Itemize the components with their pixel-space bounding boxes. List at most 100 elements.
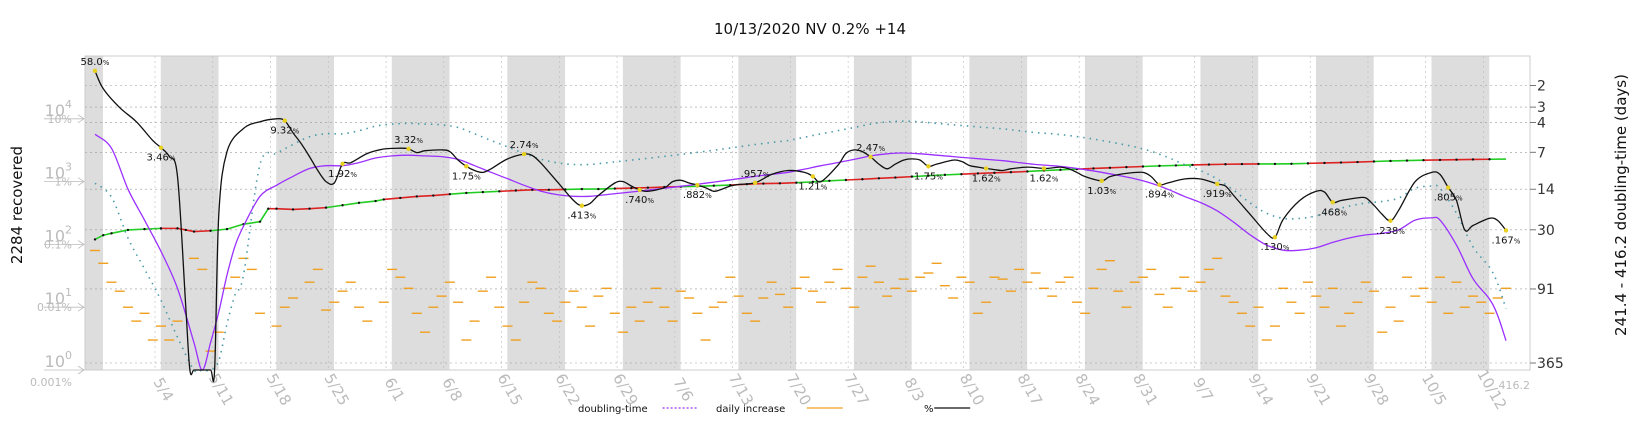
x-tick-label: 9/7 (1189, 375, 1217, 405)
cumulative-point (960, 173, 963, 176)
cumulative-point (762, 182, 765, 185)
cumulative-segment (1373, 160, 1391, 163)
cumulative-point (861, 178, 864, 181)
cumulative-segment (911, 174, 929, 178)
week-band (85, 56, 103, 370)
x-tick-label: 9/14 (1245, 370, 1277, 408)
cumulative-point (374, 199, 377, 203)
percent-annotation-label: 1.21% (798, 181, 827, 192)
right-tick-label: 91 (1537, 282, 1555, 298)
percent-annotation-label: 3.32% (394, 135, 423, 146)
week-band (969, 56, 1028, 370)
cumulative-segment (1027, 169, 1044, 173)
cumulative-point (993, 171, 996, 175)
cumulative-point (910, 175, 914, 178)
percent-annotation-marker (1272, 235, 1278, 240)
percent-annotation-marker (464, 164, 469, 169)
percent-annotation-marker (1330, 200, 1335, 205)
x-tick-label: 5/25 (320, 370, 352, 408)
x-tick-label: 10/5 (1418, 370, 1450, 408)
x-tick-label: 8/3 (900, 375, 928, 405)
cumulative-segment (482, 190, 500, 193)
right-tick-label: 3 (1537, 100, 1546, 116)
percent-tick-label: 0.01% (37, 301, 72, 314)
cumulative-point (110, 232, 113, 235)
cumulative-point (93, 238, 97, 241)
percent-annotation-label: .130% (1260, 242, 1289, 253)
percent-annotation-label: .805% (1434, 193, 1463, 204)
cumulative-point (481, 190, 485, 194)
week-band (160, 56, 219, 370)
doubling-time-line (94, 133, 1507, 371)
left-axis-ticks: 100 101 102 103 104 (44, 98, 85, 375)
legend-label: doubling-time (578, 404, 648, 415)
left-tick-arrow (77, 302, 85, 312)
cumulative-segment (243, 220, 261, 225)
cumulative-point (415, 195, 419, 198)
percent-annotation-marker (1388, 218, 1393, 223)
percent-annotation-label: .413% (567, 211, 596, 222)
cumulative-point (192, 230, 196, 233)
percent-annotation-label: 1.75% (914, 171, 943, 182)
legend: doubling-time daily increase% (578, 404, 971, 415)
x-tick-label: 7/20 (782, 370, 814, 408)
cumulative-point (176, 227, 179, 230)
cumulative-segment (845, 178, 863, 181)
cumulative-point (1207, 163, 1211, 166)
cumulative-point (267, 207, 270, 210)
percent-annotation-marker (1503, 228, 1509, 233)
x-tick-label: 6/29 (609, 370, 641, 408)
cumulative-point (597, 187, 600, 191)
cumulative-segment (928, 174, 945, 177)
cumulative-point (1257, 162, 1260, 166)
week-band (853, 56, 912, 370)
percent-annotation-marker (810, 174, 816, 179)
cumulative-point (1059, 168, 1062, 172)
left-tick-label: 102 (45, 223, 72, 245)
daily-increase-series (90, 249, 1511, 352)
percent-tick-label: 1% (55, 176, 72, 189)
cumulative-point (1141, 165, 1145, 168)
x-tick-label: 7/6 (669, 375, 697, 405)
cumulative-point (976, 172, 980, 175)
cumulative-point (1455, 158, 1458, 161)
cumulative-segment (185, 229, 195, 233)
percent-tick-label: 0.1% (44, 238, 72, 251)
left-tick-arrow (77, 177, 85, 186)
right-tick-label: 365 (1537, 356, 1564, 372)
x-tick-label: 7/13 (725, 370, 757, 408)
percent-tick-label: 10% (48, 113, 72, 126)
percent-annotation-label: 1.75% (452, 171, 481, 182)
cumulative-point (1108, 166, 1112, 169)
cumulative-segment (779, 181, 797, 185)
cumulative-point (1422, 159, 1425, 162)
cumulative-segment (1010, 170, 1028, 174)
legend-label: daily increase (716, 404, 785, 415)
legend-label: % (924, 404, 934, 415)
cumulative-point (894, 176, 897, 179)
percent-annotation-marker (752, 180, 758, 185)
cumulative-point (1372, 160, 1376, 163)
cumulative-segment (449, 192, 467, 195)
cumulative-point (1125, 165, 1128, 169)
week-band (622, 56, 681, 370)
percent-annotation-marker (1446, 185, 1451, 190)
cumulative-point (1339, 161, 1343, 164)
cumulative-segment (961, 172, 978, 176)
cumulative-segment (1126, 165, 1143, 168)
cumulative-segment (400, 195, 417, 199)
cumulative-point (1191, 163, 1194, 167)
cumulative-segment (895, 175, 912, 179)
percent-annotation-label: .919% (1203, 189, 1232, 200)
percent-annotation-label: .468% (1318, 207, 1347, 218)
percent-annotation-label: 2.47% (856, 143, 885, 154)
cumulative-segment (358, 200, 376, 204)
left-tick-arrow (77, 240, 85, 249)
x-tick-label: 5/4 (150, 375, 178, 405)
cumulative-point (1306, 162, 1310, 165)
left-tick-label: 104 (45, 98, 72, 120)
cumulative-segment (499, 189, 516, 193)
y-axis-left-title: 2284 recovered (8, 146, 26, 264)
cumulative-point (184, 228, 187, 232)
right-tick-label: 7 (1537, 145, 1546, 161)
